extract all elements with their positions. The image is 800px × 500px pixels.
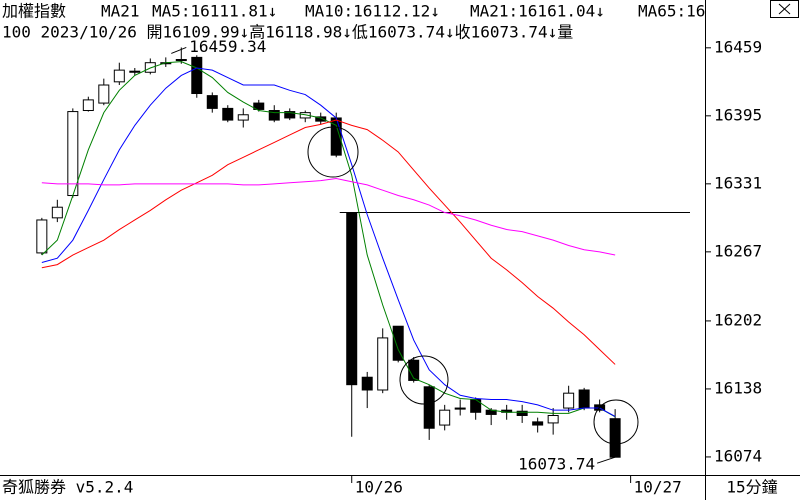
- candle-body: [222, 107, 234, 121]
- candle-body: [578, 389, 590, 409]
- info-line: 100 2023/10/26 開16109.99↓高16118.98↓低1607…: [2, 23, 573, 42]
- ma-line: [41, 61, 616, 418]
- candle-body: [392, 325, 404, 361]
- candle-body: [82, 99, 94, 112]
- y-tick-label: 16138: [714, 378, 762, 397]
- candle-body: [547, 414, 559, 424]
- candle-body: [377, 337, 389, 391]
- low-label: 16073.74: [518, 455, 595, 474]
- ma-line: [41, 119, 616, 365]
- candle-body: [253, 102, 265, 110]
- candle-body: [113, 69, 125, 83]
- candle-body: [361, 376, 373, 391]
- candle-body: [408, 359, 420, 381]
- ma-line: [41, 178, 616, 256]
- plot-area: [36, 47, 690, 458]
- candle-body: [237, 114, 249, 121]
- legend-entry: MA5:16111.81↓: [152, 2, 277, 21]
- chart-title: 加權指數: [2, 2, 66, 21]
- high-label: 16459.34: [189, 37, 266, 56]
- window-button-icon: [778, 3, 791, 15]
- y-tick-label: 16395: [714, 105, 762, 124]
- high-leader: [171, 46, 187, 54]
- x-tick-label: 10/27: [634, 478, 682, 497]
- candle-body: [315, 116, 327, 122]
- ma-line: [41, 67, 616, 417]
- candle-body: [516, 410, 528, 416]
- legend-entry: MA21:16161.04↓: [470, 2, 605, 21]
- y-tick-label: 16202: [714, 310, 762, 329]
- candle-body: [51, 206, 63, 219]
- candle-body: [98, 84, 110, 104]
- low-leader: [596, 456, 616, 464]
- candle-body: [284, 111, 296, 119]
- candle-body: [175, 59, 187, 62]
- y-tick-label: 16331: [714, 173, 762, 192]
- highlight-circle: [593, 399, 639, 445]
- candle-body: [206, 95, 218, 109]
- highlight-circle: [307, 126, 359, 178]
- candle-body: [191, 56, 203, 95]
- candle-body: [423, 386, 435, 429]
- candle-body: [144, 62, 156, 73]
- candle-body: [454, 407, 466, 410]
- candle-body: [67, 111, 79, 197]
- candle-body: [609, 418, 621, 458]
- y-tick-label: 16074: [714, 446, 762, 465]
- chart-subtitle: MA21: [101, 2, 140, 21]
- footer-right: 15分鐘: [726, 478, 777, 497]
- x-tick-label: 10/26: [355, 478, 403, 497]
- legend-entry: MA10:16112.12↓: [305, 2, 440, 21]
- highlight-circle: [399, 355, 449, 405]
- footer-left: 奇狐勝券 v5.2.4: [2, 478, 133, 497]
- candle-body: [129, 70, 141, 73]
- header: 加權指數 MA21 100 2023/10/26 開16109.99↓高1611…: [2, 2, 705, 42]
- y-tick-label: 16267: [714, 241, 762, 260]
- candle-body: [532, 421, 544, 426]
- y-tick-label: 16459: [714, 37, 762, 56]
- candle-body: [268, 110, 280, 121]
- legend-entry: MA65:16: [638, 2, 705, 21]
- candle-body: [36, 219, 48, 254]
- candle-body: [563, 392, 575, 409]
- candle-body: [439, 409, 451, 426]
- candle-body: [346, 212, 358, 386]
